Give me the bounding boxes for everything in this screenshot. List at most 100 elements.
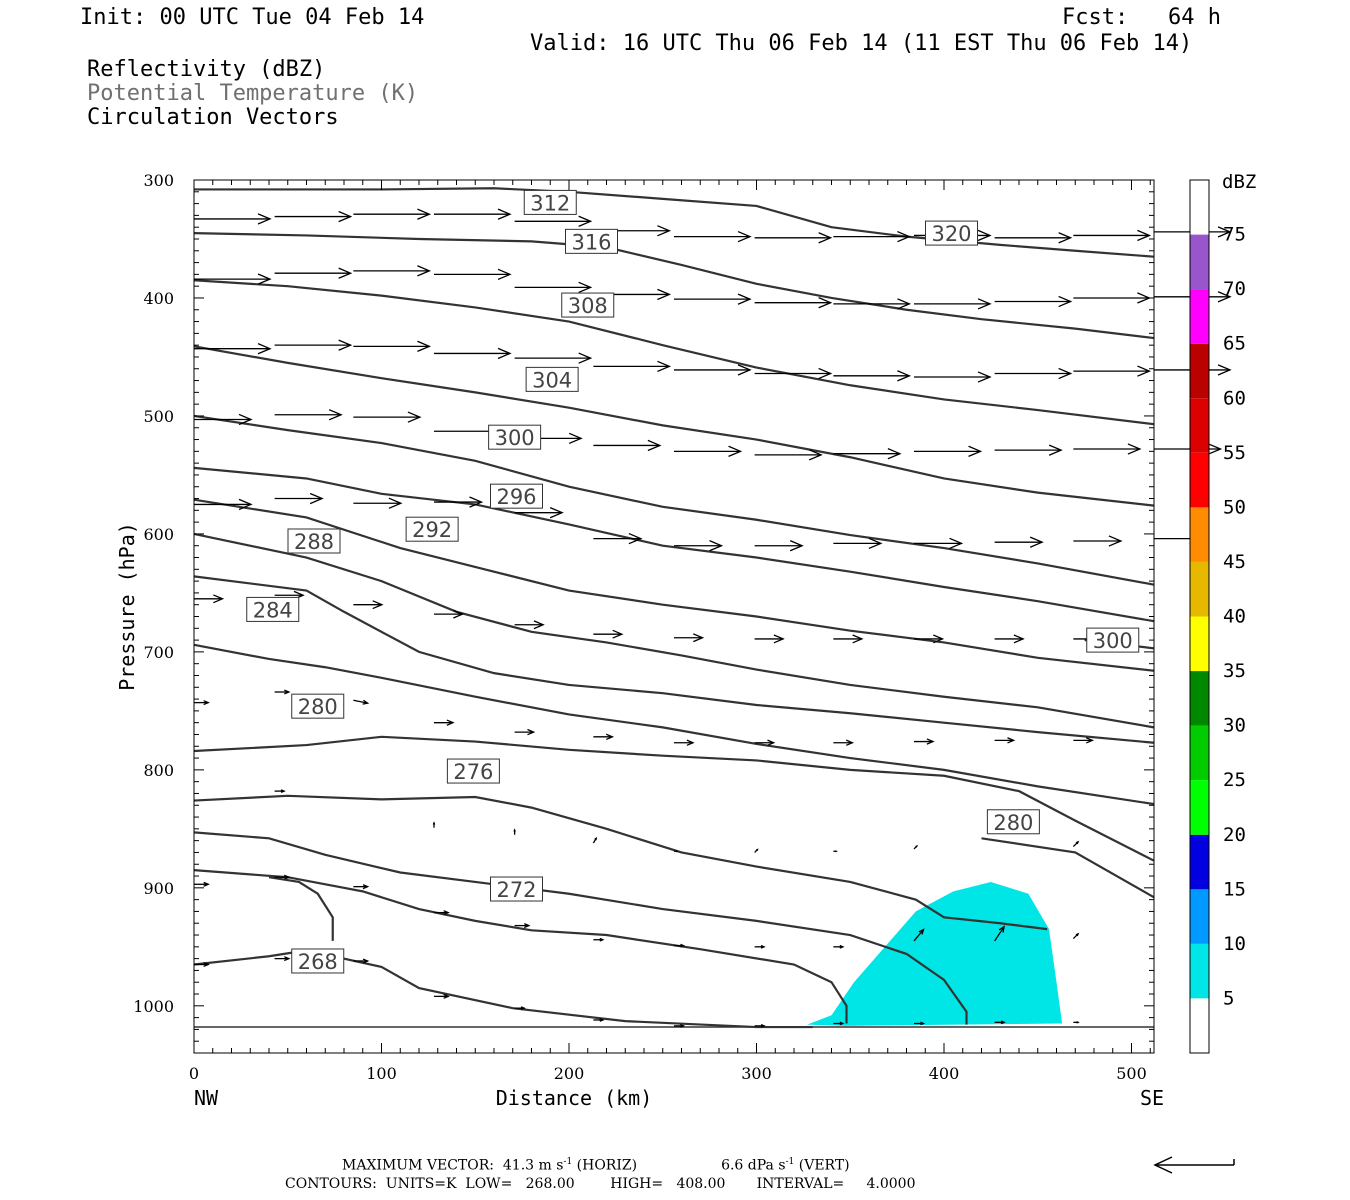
circulation-vector <box>593 937 605 942</box>
circulation-vector <box>353 497 403 509</box>
circulation-vector <box>514 215 593 227</box>
y-tick-label: 900 <box>143 879 174 898</box>
vector-head <box>1058 232 1073 244</box>
circulation-vector <box>434 993 450 999</box>
contour-label-296: 296 <box>496 485 536 509</box>
circulation-vector <box>994 1020 1006 1025</box>
theta-contour-280 <box>193 735 1155 862</box>
contour-label-box <box>525 366 579 392</box>
vector-head <box>915 844 919 848</box>
theta-contour-292 <box>193 532 1155 729</box>
circulation-vector <box>754 739 776 746</box>
vector-head <box>605 733 615 741</box>
contour-label-box <box>561 292 615 318</box>
circulation-vector <box>994 444 1063 456</box>
vector-head <box>998 925 1006 933</box>
circulation-vector <box>754 297 833 309</box>
vector-head <box>686 739 695 746</box>
theta-contour-268 <box>193 949 813 1029</box>
vector-head <box>527 728 536 736</box>
contour-label-box <box>488 424 542 450</box>
colorbar-label-5: 5 <box>1223 987 1234 1009</box>
circulation-vector <box>1073 443 1142 455</box>
vector-head <box>549 507 564 519</box>
vector-head <box>362 699 370 705</box>
field-circulation-vectors: Circulation Vectors <box>87 105 339 130</box>
contour-label-box <box>291 693 345 719</box>
theta-contour-296 <box>193 498 1155 672</box>
circulation-vector <box>274 339 353 351</box>
vector-head <box>309 492 324 505</box>
circulation-vector <box>353 958 370 964</box>
colorbar-label-35: 35 <box>1223 660 1246 682</box>
y-tick-label: 500 <box>143 407 174 426</box>
colorbar-cell-10 <box>1190 889 1209 944</box>
theta-contour-288 <box>193 575 1155 744</box>
vector-head <box>328 409 343 421</box>
circulation-vector <box>914 634 945 644</box>
vector-head <box>213 594 225 604</box>
circulation-vector <box>1073 229 1152 242</box>
vector-head <box>443 910 450 916</box>
circulation-vector <box>434 268 512 281</box>
theta-contour-300 <box>193 466 1155 623</box>
nw-label: NW <box>194 1086 219 1110</box>
x-axis-label: Distance (km) <box>496 1086 653 1110</box>
vector-head <box>920 1021 926 1026</box>
colorbar-label-50: 50 <box>1223 496 1246 518</box>
vector-head <box>446 719 455 726</box>
circulation-vector <box>274 874 291 880</box>
theta-contour-316 <box>193 231 1155 340</box>
circulation-vector <box>194 343 272 355</box>
theta-contour-312 <box>193 279 1155 426</box>
vector-head <box>897 298 912 310</box>
contour-label-box <box>1086 627 1140 653</box>
circulation-vector <box>674 633 705 643</box>
circulation-vector <box>994 232 1073 244</box>
contour-label-box <box>287 528 341 554</box>
vector-head <box>338 339 353 351</box>
contour-label-284: 284 <box>253 598 293 622</box>
vector-head <box>417 208 432 220</box>
circulation-vector <box>914 738 935 745</box>
colorbar-cell-40 <box>1190 561 1209 617</box>
contour-label-304: 304 <box>532 368 572 392</box>
circulation-vector <box>1073 365 1152 377</box>
x-tick-label: 200 <box>554 1064 585 1083</box>
vector-head <box>284 956 291 962</box>
vector-head <box>594 836 598 841</box>
circulation-vector <box>194 961 210 968</box>
circulation-vector <box>514 1006 526 1011</box>
vector-head <box>257 213 272 225</box>
circulation-vector <box>593 1018 605 1022</box>
vector-head <box>1085 737 1095 744</box>
vector-head <box>1076 1021 1080 1024</box>
circulation-vector <box>434 719 455 726</box>
vector-head <box>933 634 945 644</box>
vector-head <box>767 739 776 746</box>
vector-head <box>808 449 823 461</box>
circulation-vector <box>194 594 225 604</box>
circulation-vector <box>674 850 679 853</box>
vector-head <box>868 537 883 550</box>
contour-label-276: 276 <box>453 760 493 784</box>
vector-head <box>284 874 291 880</box>
vector-head <box>1029 536 1044 548</box>
contour-label-280: 280 <box>993 811 1033 835</box>
contour-label-272: 272 <box>496 878 536 902</box>
vector-shaft <box>353 699 368 704</box>
contour-label-box <box>986 809 1040 835</box>
valid-time: Valid: 16 UTC Thu 06 Feb 14 (11 EST Thu … <box>530 31 1193 56</box>
circulation-vector <box>754 634 785 644</box>
colorbar-cell-65 <box>1190 289 1209 344</box>
vector-head <box>1075 932 1080 937</box>
circulation-vector <box>353 265 432 277</box>
circulation-vector <box>754 540 804 552</box>
circulation-vector <box>914 537 964 550</box>
vector-head <box>257 343 272 355</box>
theta-contour-320 <box>194 187 1155 258</box>
colorbar-cell-5 <box>1190 943 1209 999</box>
vector-head <box>533 620 545 630</box>
circulation-vector <box>914 1021 926 1026</box>
contour-label-box <box>246 596 300 622</box>
